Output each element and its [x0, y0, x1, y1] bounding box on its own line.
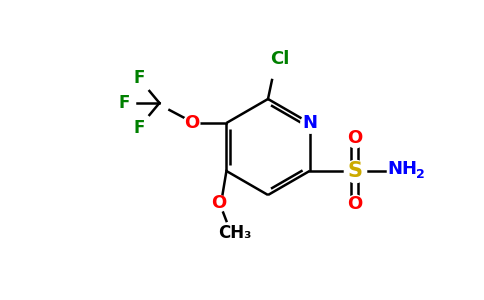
Text: S: S [347, 161, 362, 181]
Text: O: O [211, 194, 226, 212]
Text: NH: NH [388, 160, 418, 178]
Text: N: N [302, 114, 317, 132]
Text: O: O [347, 195, 362, 213]
Text: O: O [184, 114, 199, 132]
Text: F: F [119, 94, 130, 112]
Text: CH₃: CH₃ [218, 224, 251, 242]
Text: Cl: Cl [270, 50, 290, 68]
Text: O: O [347, 129, 362, 147]
Text: F: F [134, 69, 145, 87]
Text: 2: 2 [416, 167, 425, 181]
Text: F: F [134, 119, 145, 137]
